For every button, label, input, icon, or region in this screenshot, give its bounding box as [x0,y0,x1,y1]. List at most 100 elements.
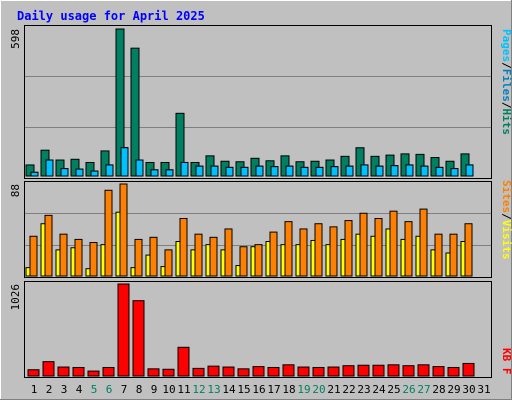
kb-f-bar [117,283,130,377]
pages-bar [90,170,99,177]
x-axis-day-label: 25 [387,383,400,396]
x-axis-day-label: 26 [402,383,415,396]
sites-bar [329,226,338,277]
x-axis-day-label: 27 [417,383,430,396]
pages-bar [375,165,384,177]
sites-bar [389,210,398,277]
legend-visits: Visits [500,220,512,260]
panel-sites-legend: Sites/Visits [500,180,512,260]
hits-bar [430,157,440,177]
kb-f-bar [27,369,40,377]
x-axis-day-label: 20 [312,383,325,396]
chart-title: Daily usage for April 2025 [17,9,205,23]
hits-bar [415,153,425,177]
kb-f-bar [387,364,400,377]
sites-bar [29,235,38,277]
kb-f-bar [87,370,100,377]
x-axis-day-label: 29 [447,383,460,396]
kb-f-bar [57,366,70,377]
kb-f-bar [402,365,415,377]
kb-f-bar [132,300,145,377]
legend-hits: Hits [500,109,512,136]
x-axis-day-label: 7 [121,383,128,396]
panel-kbf-ymax-label: 1026 [9,284,22,311]
legend-separator: / [500,213,512,220]
legend-separator: / [500,62,512,69]
sites-bar [194,233,203,277]
hits-bar [355,147,365,177]
x-axis-day-label: 14 [222,383,236,396]
sites-bar [74,238,83,277]
hits-bar [55,159,65,177]
sites-bar [464,223,473,277]
pages-bar [300,166,309,177]
hits-bar [145,161,155,177]
kb-f-bar [147,368,160,377]
sites-bar [164,249,173,277]
sites-bar [224,228,233,277]
kb-f-bar [72,366,85,377]
sites-bar [359,212,368,277]
sites-bar [404,221,413,277]
pages-bar [360,164,369,177]
sites-bar [89,242,98,277]
hits-bar [25,164,35,177]
x-axis-day-label: 9 [151,383,158,396]
kb-f-bar [252,366,265,377]
pages-bar [285,165,294,177]
pages-bar [240,166,249,177]
x-axis-day-label: 15 [237,383,250,396]
legend-separator: / [500,102,512,109]
x-axis-day-label: 23 [357,383,370,396]
pages-bar [420,165,429,177]
pages-bar [150,169,159,177]
x-axis-day-label: 24 [372,383,386,396]
sites-bar [104,189,113,277]
panel-kbf-legend: KB F [500,348,512,375]
pages-bar [60,168,69,177]
pages-bar [120,147,129,177]
sites-bar [119,183,128,277]
panel-kbf-bars [27,283,475,377]
panel-sites-bars [25,183,473,277]
sites-bar [209,236,218,277]
sites-bar [374,218,383,277]
kb-f-bar [447,366,460,377]
pages-bar [450,168,459,177]
hits-bar [160,161,170,177]
hits-bar [100,150,110,177]
kb-f-bar [177,346,190,377]
x-axis-day-label: 3 [61,383,68,396]
x-axis-day-label: 22 [342,383,355,396]
hits-bar [70,158,80,177]
kb-f-bar [432,366,445,377]
x-axis-day-label: 8 [136,383,143,396]
kb-f-bar [327,366,340,377]
pages-bar [30,171,39,177]
pages-bar [180,161,189,177]
panel-hits-bars [25,28,474,177]
legend-sites: Sites [500,180,512,213]
panel-hits-ymax-label: 598 [9,29,22,49]
x-axis-day-label: 10 [162,383,175,396]
panel-hits-legend: Pages/Files/Hits [500,29,512,135]
kb-f-bar [357,364,370,377]
kb-f-bar [372,364,385,377]
legend-files: Files [500,69,512,102]
pages-bar [435,166,444,177]
sites-bar [239,246,248,277]
pages-bar [270,166,279,177]
x-axis-day-label: 21 [327,383,340,396]
pages-bar [465,164,474,177]
x-axis-day-label: 12 [192,383,205,396]
pages-bar [45,159,54,177]
sites-bar [269,231,278,277]
x-axis-day-label: 18 [282,383,295,396]
pages-bar [405,164,414,177]
kb-f-bar [237,368,250,377]
kb-f-bar [162,368,175,377]
x-axis-day-label: 13 [207,383,220,396]
sites-bar [179,218,188,277]
sites-bar [149,236,158,277]
